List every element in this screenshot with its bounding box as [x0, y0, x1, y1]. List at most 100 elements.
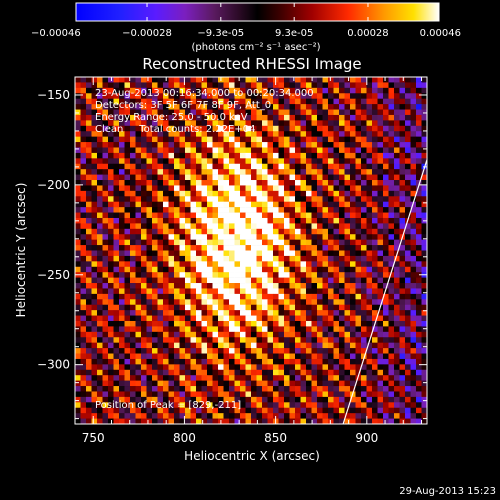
heatmap-image: [75, 77, 427, 424]
heatmap-cell: [306, 185, 312, 192]
heatmap-cell: [311, 364, 318, 371]
heatmap-cell: [86, 131, 92, 137]
heatmap-cell: [388, 98, 395, 105]
heatmap-cell: [196, 331, 202, 338]
heatmap-cell: [240, 315, 246, 322]
heatmap-cell: [350, 348, 356, 354]
heatmap-cell: [141, 369, 147, 376]
heatmap-cell: [119, 82, 125, 89]
heatmap-cell: [295, 315, 301, 322]
heatmap-cell: [245, 180, 252, 186]
heatmap-cell: [333, 104, 340, 110]
heatmap-cell: [119, 93, 125, 99]
heatmap-cell: [91, 315, 98, 322]
heatmap-cell: [218, 364, 224, 371]
heatmap-cell: [339, 348, 345, 354]
heatmap-cell: [328, 196, 334, 202]
heatmap-cell: [317, 353, 323, 360]
heatmap-cell: [328, 114, 334, 121]
heatmap-cell: [234, 407, 241, 414]
heatmap-cell: [218, 207, 224, 213]
heatmap-cell: [163, 234, 169, 240]
heatmap-cell: [383, 266, 389, 273]
heatmap-cell: [97, 261, 103, 268]
heatmap-cell: [295, 212, 301, 219]
heatmap-cell: [229, 104, 235, 110]
heatmap-cell: [124, 142, 131, 148]
plot-title: Reconstructed RHESSI Image: [142, 55, 361, 73]
heatmap-cell: [295, 331, 301, 338]
heatmap-cell: [223, 255, 230, 262]
heatmap-cell: [168, 293, 175, 300]
heatmap-cell: [234, 342, 241, 349]
heatmap-cell: [262, 196, 268, 202]
heatmap-cell: [284, 358, 290, 365]
heatmap-cell: [284, 288, 290, 295]
heatmap-cell: [168, 407, 175, 414]
heatmap-cell: [223, 239, 230, 246]
heatmap-cell: [361, 77, 367, 83]
heatmap-cell: [410, 299, 417, 306]
heatmap-cell: [163, 310, 169, 316]
heatmap-cell: [102, 87, 109, 94]
heatmap-cell: [146, 169, 153, 175]
heatmap-cell: [102, 375, 109, 381]
heatmap-cell: [196, 228, 202, 235]
heatmap-cell: [311, 98, 318, 105]
heatmap-cell: [190, 120, 197, 127]
heatmap-cell: [394, 82, 400, 89]
heatmap-cell: [102, 180, 109, 186]
heatmap-cell: [80, 207, 87, 213]
heatmap-cell: [311, 369, 318, 376]
heatmap-cell: [91, 82, 98, 89]
heatmap-cell: [278, 293, 285, 300]
heatmap-cell: [300, 337, 307, 343]
heatmap-cell: [119, 283, 125, 289]
heatmap-cell: [317, 158, 323, 165]
heatmap-cell: [102, 201, 109, 208]
heatmap-cell: [207, 283, 213, 289]
heatmap-cell: [234, 331, 241, 338]
heatmap-cell: [284, 413, 290, 419]
heatmap-cell: [190, 342, 197, 349]
heatmap-cell: [179, 190, 186, 197]
heatmap-cell: [174, 239, 180, 246]
heatmap-cell: [80, 185, 87, 192]
heatmap-cell: [289, 255, 296, 262]
heatmap-cell: [130, 212, 136, 219]
heatmap-cell: [339, 337, 345, 343]
heatmap-cell: [416, 212, 422, 219]
heatmap-cell: [130, 358, 136, 365]
heatmap-cell: [157, 304, 164, 311]
heatmap-cell: [410, 320, 417, 327]
heatmap-cell: [196, 169, 202, 175]
heatmap-cell: [91, 147, 98, 154]
heatmap-cell: [229, 283, 235, 289]
heatmap-cell: [339, 358, 345, 365]
heatmap-cell: [355, 369, 362, 376]
heatmap-cell: [273, 364, 279, 371]
heatmap-cell: [168, 152, 175, 159]
heatmap-cell: [256, 315, 263, 322]
heatmap-cell: [251, 77, 257, 83]
heatmap-cell: [240, 304, 246, 311]
heatmap-cell: [377, 120, 384, 127]
heatmap-cell: [355, 402, 362, 409]
heatmap-cell: [300, 114, 307, 121]
heatmap-cell: [344, 152, 351, 159]
heatmap-cell: [185, 125, 191, 132]
heatmap-cell: [317, 180, 323, 186]
heatmap-cell: [201, 245, 208, 251]
heatmap-cell: [234, 217, 241, 224]
heatmap-cell: [168, 158, 175, 165]
heatmap-cell: [190, 380, 197, 387]
heatmap-cell: [322, 136, 329, 143]
heatmap-cell: [218, 185, 224, 192]
heatmap-cell: [201, 120, 208, 127]
heatmap-cell: [317, 152, 323, 159]
heatmap-cell: [185, 418, 191, 424]
heatmap-cell: [135, 369, 142, 376]
heatmap-cell: [86, 283, 92, 289]
heatmap-cell: [212, 104, 219, 110]
heatmap-cell: [388, 131, 395, 137]
